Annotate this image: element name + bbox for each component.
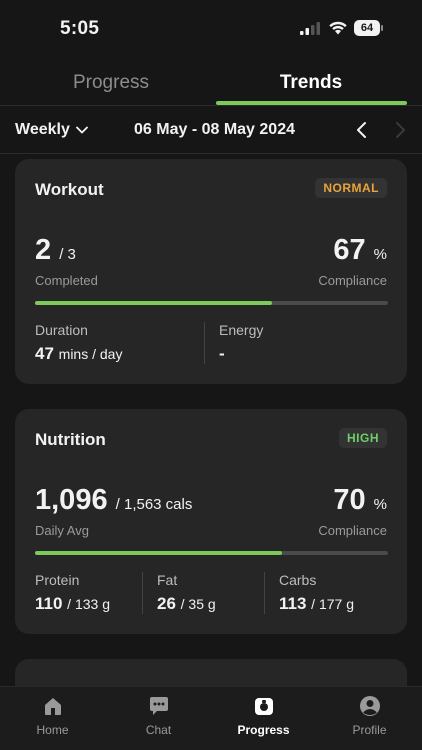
- chevron-down-icon: [75, 126, 88, 134]
- completed-label: Completed: [35, 273, 98, 288]
- protein-label: Protein: [35, 572, 80, 588]
- date-range: 06 May - 08 May 2024: [134, 121, 295, 138]
- chevron-left-icon[interactable]: [355, 121, 369, 139]
- home-icon: [44, 698, 61, 715]
- progress-fill: [35, 301, 272, 305]
- card-title: Workout: [35, 180, 104, 199]
- status-badge: HIGH: [339, 428, 387, 448]
- nav-chat[interactable]: Chat: [106, 695, 211, 737]
- nav-label: Home: [36, 723, 69, 737]
- carbs-value: 113 / 177 g: [279, 594, 354, 613]
- battery-level: 64: [354, 20, 380, 36]
- daily-avg-label: Daily Avg: [35, 523, 89, 538]
- carbs-label: Carbs: [279, 572, 317, 588]
- nav-label: Profile: [352, 723, 387, 737]
- status-time: 5:05: [60, 18, 100, 39]
- nav-label: Progress: [237, 723, 290, 737]
- nav-home[interactable]: Home: [0, 695, 105, 737]
- progress-fill: [35, 551, 283, 555]
- nav-profile[interactable]: Profile: [317, 695, 422, 737]
- workout-card[interactable]: Workout NORMAL 2 / 3 Completed 67 % Comp…: [15, 159, 407, 384]
- tab-bar: Progress Trends: [0, 58, 422, 106]
- nav-progress[interactable]: Progress: [211, 695, 316, 737]
- fat-label: Fat: [157, 572, 178, 588]
- tab-progress[interactable]: Progress: [72, 72, 150, 93]
- divider: [204, 322, 205, 364]
- completed-count: 2 / 3: [35, 234, 76, 266]
- date-bar: Weekly 06 May - 08 May 2024: [0, 107, 422, 154]
- wifi-icon: [329, 21, 347, 35]
- duration-value: 47 mins / day: [35, 344, 123, 363]
- divider: [264, 572, 265, 614]
- compliance-label: Compliance: [318, 523, 387, 538]
- protein-value: 110 / 133 g: [35, 594, 110, 613]
- compliance-label: Compliance: [318, 273, 387, 288]
- nutrition-card[interactable]: Nutrition HIGH 1,096 / 1,563 cals Daily …: [15, 409, 407, 634]
- fat-value: 26 / 35 g: [157, 594, 216, 613]
- compliance-value: 70 %: [333, 484, 387, 516]
- period-dropdown[interactable]: Weekly: [15, 121, 88, 139]
- chevron-right-icon[interactable]: [393, 121, 407, 139]
- status-badge: NORMAL: [315, 178, 387, 198]
- divider: [142, 572, 143, 614]
- chat-icon: [149, 697, 168, 715]
- duration-label: Duration: [35, 322, 88, 338]
- profile-icon: [359, 696, 380, 716]
- card-title: Nutrition: [35, 430, 106, 449]
- period-label: Weekly: [15, 121, 70, 138]
- active-tab-indicator: [216, 101, 407, 105]
- status-bar: 5:05 64: [0, 0, 422, 58]
- energy-value: -: [219, 344, 225, 363]
- signal-icon: [300, 22, 320, 35]
- daily-avg-value: 1,096 / 1,563 cals: [35, 484, 193, 516]
- nav-label: Chat: [145, 723, 172, 737]
- battery-icon: 64: [354, 20, 384, 36]
- compliance-progress-bar: [35, 551, 388, 555]
- compliance-progress-bar: [35, 301, 388, 305]
- energy-label: Energy: [219, 322, 264, 338]
- compliance-value: 67 %: [333, 234, 387, 266]
- progress-icon: [254, 698, 273, 715]
- bottom-nav: Home Chat Progress Profile: [0, 686, 422, 750]
- tab-trends[interactable]: Trends: [279, 72, 343, 93]
